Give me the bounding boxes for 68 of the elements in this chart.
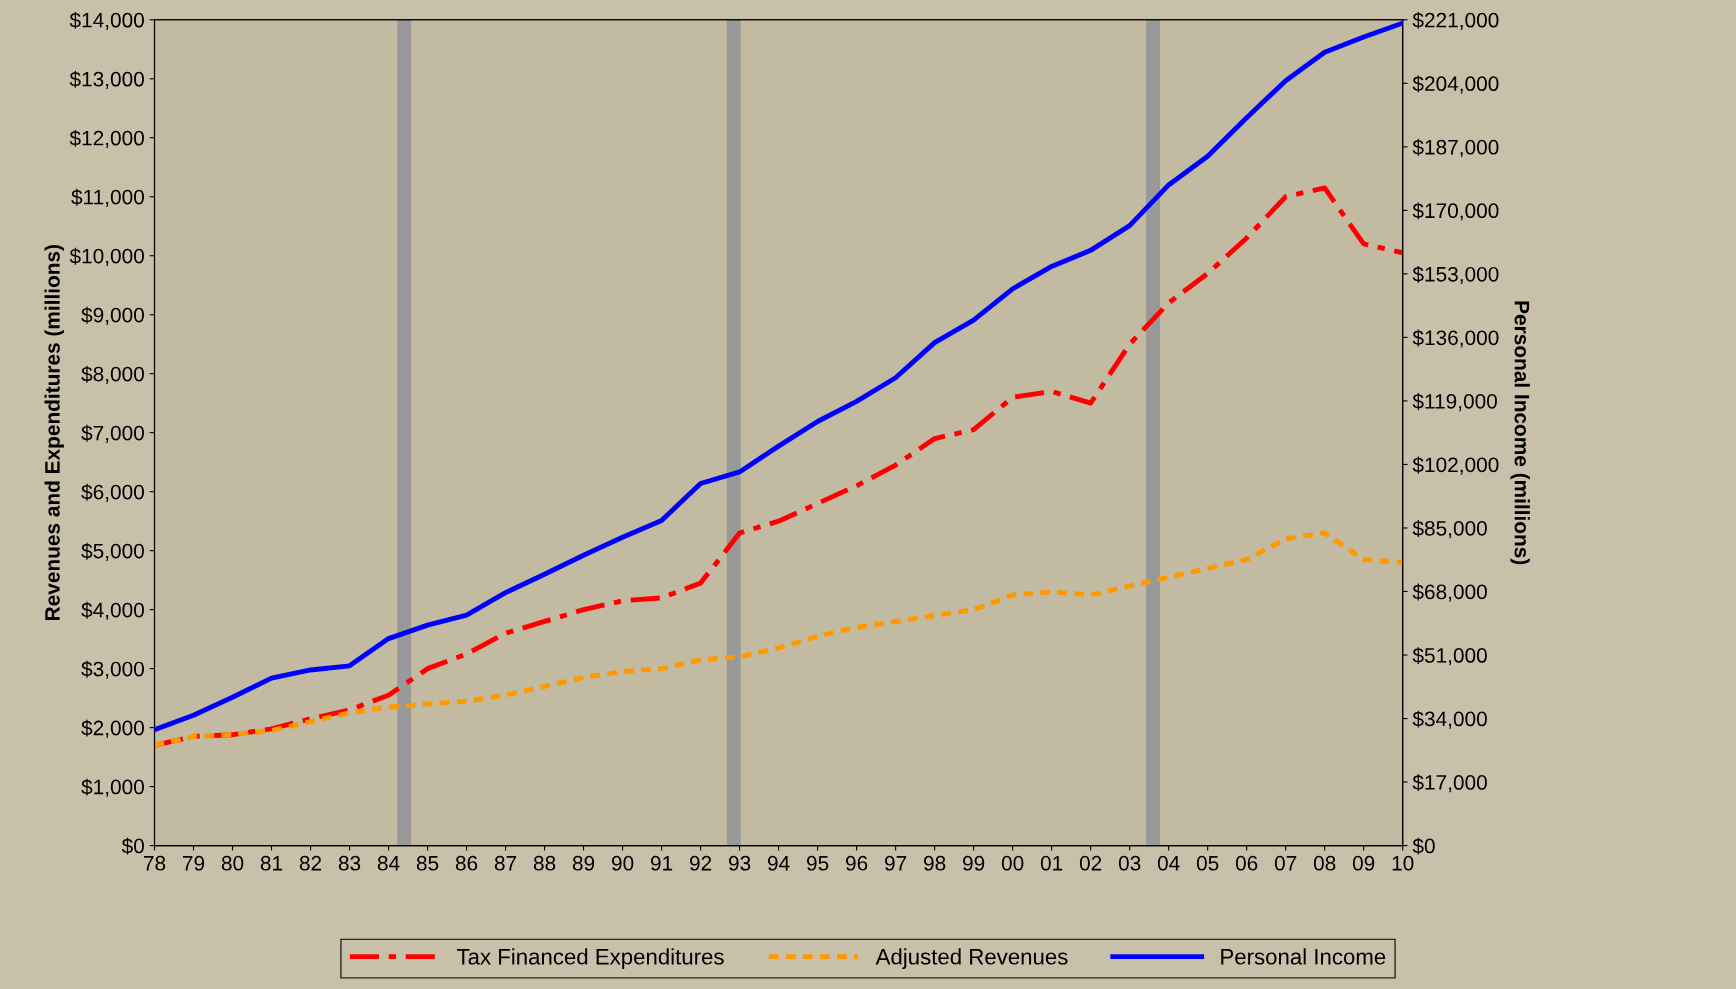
- y2-tick-label: $187,000: [1412, 138, 1499, 158]
- y-tick-label: $1,000: [81, 778, 144, 797]
- x-tick-label: 03: [1118, 855, 1141, 871]
- line-series: [154, 530, 1403, 748]
- y-tick-label: $7,000: [81, 424, 144, 443]
- y2-tick-label: $119,000: [1412, 393, 1497, 412]
- x-tick-label: 10: [1392, 855, 1414, 871]
- y-tick-label: $4,000: [81, 601, 144, 620]
- x-tick-label: 85: [416, 855, 439, 871]
- x-tick-label: 06: [1235, 855, 1258, 871]
- x-tick-label: 09: [1352, 855, 1375, 871]
- y2-tick-label: $0: [1412, 837, 1435, 855]
- x-tick-label: 00: [1001, 855, 1024, 871]
- x-tick-label: 94: [767, 855, 790, 871]
- x-tick-label: 92: [689, 855, 712, 871]
- y-tick-label: $6,000: [81, 483, 144, 502]
- y2-tick-label: $34,000: [1412, 710, 1487, 729]
- legend-label: Personal Income: [1221, 948, 1386, 965]
- y-tick-label: $14,000: [69, 11, 144, 30]
- y-axis-title: Revenues and Expenditures (millions): [44, 245, 64, 620]
- x-tick-label: 99: [963, 855, 985, 871]
- y-tick-label: $3,000: [81, 660, 144, 679]
- x-tick-label: 81: [260, 855, 283, 871]
- y-tick-label: $2,000: [81, 719, 144, 738]
- legend-label: Tax Financed Expenditures: [456, 948, 724, 969]
- x-tick-label: 83: [338, 855, 361, 871]
- y2-tick-label: $51,000: [1412, 647, 1487, 666]
- x-tick-label: 80: [221, 855, 244, 871]
- y-tick-label: $0: [121, 837, 144, 855]
- x-tick-label: 89: [572, 855, 595, 871]
- y-tick-label: $12,000: [69, 129, 144, 148]
- x-tick-label: 90: [611, 855, 634, 871]
- x-tick-label: 96: [846, 855, 868, 871]
- y2-axis-title: Personal Income (millions): [1510, 301, 1530, 565]
- x-tick-label: 97: [885, 855, 907, 871]
- x-tick-label: 84: [377, 855, 400, 871]
- x-tick-label: 04: [1157, 855, 1180, 871]
- x-tick-label: 01: [1040, 855, 1063, 871]
- y-tick-label: $5,000: [81, 542, 144, 561]
- x-tick-label: 93: [728, 855, 751, 871]
- y-tick-label: $13,000: [69, 70, 144, 89]
- y-tick-label: $8,000: [81, 365, 144, 384]
- y-tick-label: $10,000: [69, 247, 144, 266]
- x-tick-label: 05: [1196, 855, 1219, 871]
- y2-tick-label: $68,000: [1412, 583, 1487, 602]
- y2-tick-label: $17,000: [1412, 774, 1487, 793]
- y2-tick-label: $153,000: [1412, 266, 1499, 285]
- x-tick-label: 78: [143, 855, 166, 871]
- x-tick-label: 07: [1274, 855, 1297, 871]
- legend-label: Adjusted Revenues: [875, 948, 1068, 969]
- x-tick-label: 88: [533, 855, 556, 871]
- y2-tick-label: $221,000: [1412, 11, 1499, 30]
- x-tick-label: 79: [182, 855, 205, 871]
- y2-tick-label: $204,000: [1412, 75, 1499, 94]
- x-tick-label: 95: [806, 855, 829, 871]
- y2-tick-label: $136,000: [1412, 329, 1499, 348]
- y-tick-label: $11,000: [71, 188, 144, 207]
- x-tick-label: 08: [1313, 855, 1336, 871]
- y2-tick-label: $170,000: [1412, 202, 1499, 221]
- x-tick-label: 82: [299, 855, 322, 871]
- y-tick-label: $9,000: [81, 306, 144, 325]
- x-tick-label: 87: [494, 855, 517, 871]
- x-tick-label: 98: [924, 855, 946, 871]
- y2-tick-label: $85,000: [1412, 520, 1487, 539]
- x-tick-label: 02: [1079, 855, 1102, 871]
- y2-tick-label: $102,000: [1412, 456, 1499, 475]
- x-tick-label: 91: [650, 855, 673, 871]
- x-tick-label: 86: [455, 855, 478, 871]
